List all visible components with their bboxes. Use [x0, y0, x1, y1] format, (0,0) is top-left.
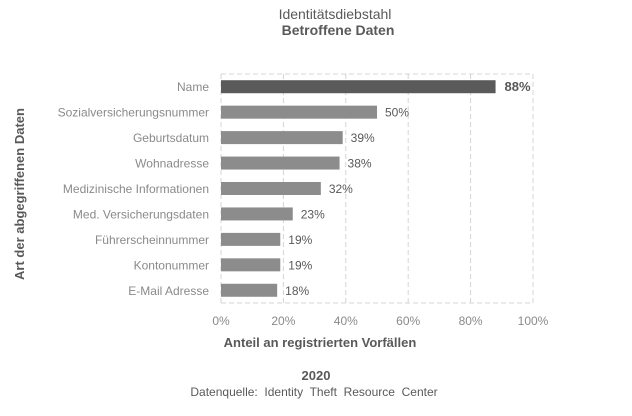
x-tick-label-4: 80% [459, 314, 483, 328]
bar-0 [221, 80, 496, 94]
value-labels: 88% 50% 39% 38% 32% 23% 19% 19% 18% [285, 79, 531, 298]
y-axis-label: Art der abgegriffenen Daten [12, 108, 27, 280]
category-label-1: Sozialversicherungsnummer [58, 106, 209, 120]
bar-5 [221, 207, 293, 221]
value-label-1: 50% [385, 106, 409, 120]
bar-1 [221, 105, 377, 119]
x-tick-label-0: 0% [212, 314, 230, 328]
x-tick-labels: 0% 20% 40% 60% 80% 100% [212, 314, 548, 328]
category-label-7: Kontonummer [134, 258, 209, 272]
value-label-8: 18% [285, 284, 309, 298]
value-label-6: 19% [288, 233, 312, 247]
value-label-2: 39% [351, 131, 375, 145]
category-labels: Name Sozialversicherungsnummer Geburtsdatu… [58, 80, 210, 298]
category-label-5: Med. Versicherungsdaten [73, 207, 209, 221]
bar-3 [221, 156, 340, 170]
category-label-4: Medizinische Informationen [63, 182, 209, 196]
x-axis-label: Anteil an registrierten Vorfällen [224, 335, 417, 350]
value-label-5: 23% [301, 207, 325, 221]
category-label-3: Wohnadresse [135, 157, 209, 171]
category-label-2: Geburtsdatum [133, 131, 209, 145]
category-label-0: Name [177, 80, 209, 94]
value-label-3: 38% [348, 157, 372, 171]
x-tick-label-5: 100% [518, 314, 549, 328]
category-label-6: Führerscheinnummer [95, 233, 209, 247]
value-label-0: 88% [505, 79, 531, 94]
chart-title: Identitätsdiebstahl [279, 6, 392, 22]
bar-2 [221, 131, 343, 145]
value-label-7: 19% [288, 258, 312, 272]
x-tick-label-2: 40% [334, 314, 358, 328]
bar-4 [221, 182, 321, 195]
x-tick-label-3: 60% [396, 314, 420, 328]
footer-year: 2020 [302, 368, 331, 383]
footer-source: Datenquelle: Identity Theft Resource Cen… [190, 385, 437, 399]
x-tick-label-1: 20% [271, 314, 295, 328]
bar-6 [221, 232, 281, 246]
bar-8 [221, 283, 278, 297]
chart-subtitle: Betroffene Daten [282, 22, 395, 38]
category-label-8: E-Mail Adresse [128, 284, 209, 298]
value-label-4: 32% [329, 182, 353, 196]
bars [221, 80, 496, 297]
bar-7 [221, 258, 281, 272]
